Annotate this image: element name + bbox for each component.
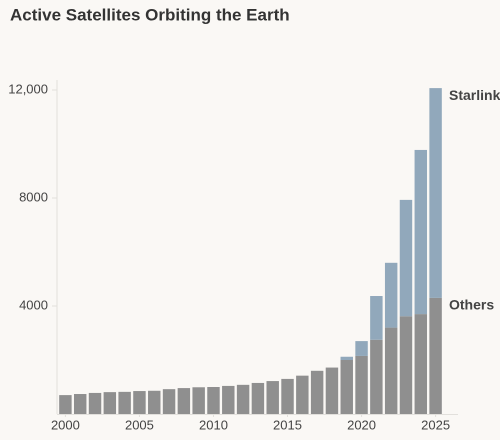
x-tick-label: 2015	[273, 417, 302, 432]
bar-segment	[384, 262, 398, 328]
bar-segment	[355, 341, 368, 356]
bar-segment	[73, 394, 87, 414]
bar-segment	[355, 355, 368, 414]
bar-segment	[133, 391, 146, 414]
chart-title: Active Satellites Orbiting the Earth	[10, 5, 290, 24]
y-tick-label: 4000	[19, 297, 48, 312]
bar-segment	[103, 392, 117, 414]
bar-segment	[325, 367, 339, 414]
bar-segment	[340, 356, 353, 360]
y-tick-label: 12,000	[8, 81, 48, 96]
bar-segment	[148, 390, 161, 414]
x-tick-label: 2020	[347, 417, 376, 432]
bar-segment	[370, 296, 383, 340]
bar-segment	[281, 378, 294, 414]
bar-segment	[429, 88, 442, 298]
bar-segment	[162, 389, 176, 414]
bar-segment	[399, 199, 413, 317]
y-tick-label: 8000	[19, 189, 48, 204]
bar-segment	[118, 391, 131, 414]
x-tick-label: 2000	[51, 417, 80, 432]
bar-segment	[88, 392, 102, 414]
bar-segment	[414, 149, 428, 315]
bar-segment	[296, 375, 309, 414]
legend-label: Others	[449, 297, 494, 313]
bar-segment	[251, 382, 265, 414]
bar-segment	[236, 384, 250, 414]
bar-segment	[429, 297, 442, 414]
bar-segment	[399, 316, 413, 414]
bar-segment	[177, 388, 191, 414]
bar-segment	[266, 381, 279, 414]
x-tick-label: 2025	[421, 417, 450, 432]
x-tick-label: 2005	[125, 417, 154, 432]
bar-segment	[384, 327, 398, 414]
bar-segment	[207, 387, 220, 414]
bar-segment	[340, 360, 353, 414]
bar-segment	[222, 385, 235, 414]
bar-segment	[192, 387, 205, 414]
bar-segment	[59, 395, 72, 414]
bar-segment	[310, 370, 324, 414]
bar-segment	[370, 339, 383, 414]
legend-label: Starlink	[449, 87, 500, 103]
x-tick-label: 2010	[199, 417, 228, 432]
bar-segment	[414, 314, 428, 414]
